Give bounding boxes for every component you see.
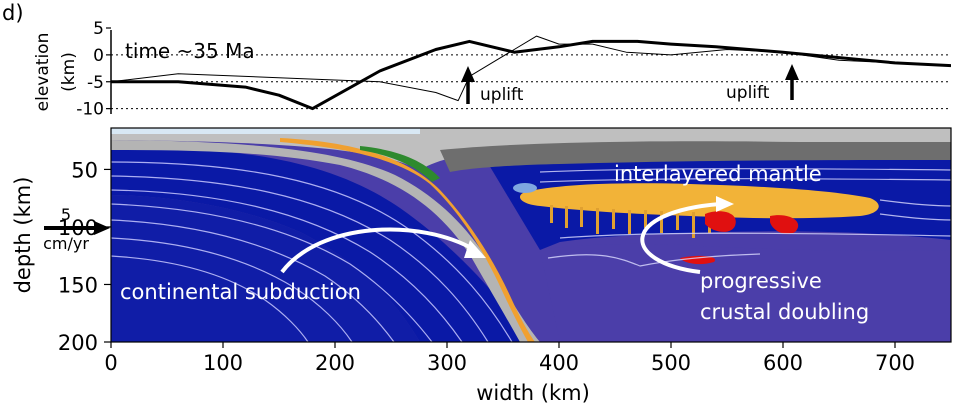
cross-section-panel: interlayered mantle continental subducti…: [11, 127, 952, 405]
deep-mantle-right: [540, 243, 951, 342]
width-tick-label: 300: [427, 351, 467, 375]
upper-crust-dark: [440, 141, 951, 172]
elevation-panel: elevation (km) 5 0 -5 -10 time ~35 Ma uplif…: [33, 19, 951, 120]
subduction-arrow: [280, 227, 486, 274]
interlayered-mantle-label: interlayered mantle: [614, 162, 822, 186]
melt-patches: [680, 211, 799, 265]
panel-label: d): [2, 1, 24, 25]
time-label: time ~35 Ma: [125, 39, 255, 63]
section-frame: [110, 127, 952, 343]
doubling-arrow: [640, 196, 734, 274]
uplift-label-right: uplift: [726, 83, 770, 103]
elevation-tick-label: 5: [93, 19, 104, 39]
slab-streamlines: [111, 161, 513, 342]
green-sediment: [360, 146, 440, 182]
velocity-arrow: [44, 221, 110, 235]
light-blue-blob: [513, 183, 537, 193]
uplift-arrow-right: [785, 64, 799, 100]
interlayered-mantle-body: [520, 183, 879, 219]
width-ticks: 0 100 200 300 400 500 600 700: [104, 342, 915, 375]
elevation-tick-label: -10: [76, 100, 104, 120]
depth-tick-label: 200: [58, 331, 98, 355]
width-tick-label: 500: [651, 351, 691, 375]
depth-tick-label: 50: [71, 158, 98, 182]
width-axis-label: width (km): [476, 381, 590, 405]
elevation-axis-label-line2: (km): [59, 52, 79, 92]
surface-sky: [111, 128, 420, 134]
elevation-axis-label-line1: elevation: [33, 33, 53, 112]
width-tick-label: 600: [763, 351, 803, 375]
width-tick-label: 200: [315, 351, 355, 375]
elevation-profile-thin: [111, 35, 951, 102]
overriding-streamlines: [539, 168, 951, 267]
width-tick-label: 400: [539, 351, 579, 375]
crustal-doubling-label: crustal doubling: [700, 300, 869, 324]
subducting-plate-lower: [111, 195, 420, 342]
uplift-arrow-left: [461, 66, 475, 104]
progressive-label: progressive: [700, 269, 822, 293]
subducting-lithosphere: [111, 147, 535, 342]
elevation-y-ticks: 5 0 -5 -10: [76, 19, 111, 120]
depth-tick-label: 150: [58, 273, 98, 297]
elevation-profiles: [111, 35, 951, 111]
elevation-tick-label: -5: [87, 73, 104, 93]
elevation-tick-label: 0: [93, 46, 104, 66]
depth-ticks: 50 100 150 200: [58, 158, 111, 355]
velocity-unit: cm/yr: [43, 234, 89, 253]
velocity-value: 5: [61, 205, 71, 224]
width-tick-label: 100: [203, 351, 243, 375]
width-tick-label: 700: [875, 351, 915, 375]
depth-axis-label: depth (km): [11, 177, 35, 294]
depth-tick-label: 100: [58, 216, 98, 240]
continental-subduction-label: continental subduction: [120, 280, 361, 304]
width-tick-label: 0: [104, 351, 117, 375]
uplift-label-left: uplift: [480, 85, 524, 105]
